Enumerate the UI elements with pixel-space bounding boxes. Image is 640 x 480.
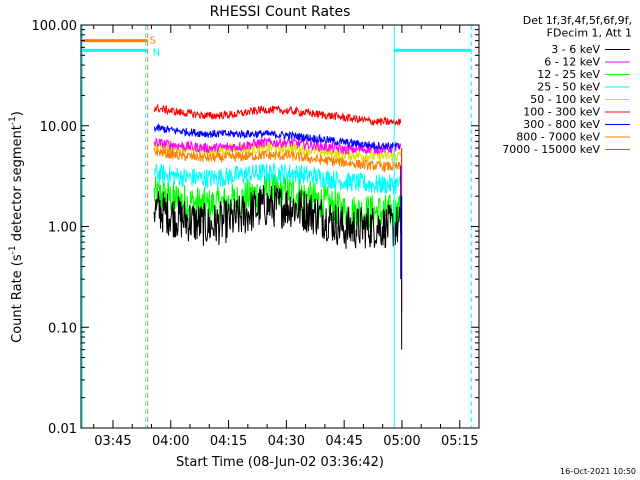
y-tick-label: 100.00 (32, 19, 78, 34)
series-line (153, 103, 402, 126)
x-tick-label: 04:45 (325, 434, 362, 449)
x-tick-label: 04:15 (210, 434, 247, 449)
legend: Det 1f,3f,4f,5f,6f,9f,FDecim 1, Att 1 3 -… (502, 14, 632, 156)
x-axis-label: Start Time (08-Jun-02 03:36:42) (176, 455, 384, 470)
x-tick-label: 04:30 (268, 434, 305, 449)
attenuator-flag-label: S (150, 36, 156, 47)
footer-timestamp: 16-Oct-2021 10:50 (560, 467, 636, 476)
legend-entry-label: 7000 - 15000 keV (502, 143, 600, 156)
series-line (153, 147, 402, 174)
legend-entry-label: 3 - 6 keV (551, 43, 600, 56)
legend-entry-label: 800 - 7000 keV (516, 131, 600, 144)
y-axis-label: Count Rate (s-1 detector segment-1) (8, 111, 25, 343)
chart-title: RHESSI Count Rates (210, 4, 351, 20)
legend-entry-label: 6 - 12 keV (544, 56, 600, 69)
series-line (153, 136, 402, 155)
legend-entry-label: 100 - 300 keV (523, 106, 600, 119)
y-tick-label: 10.00 (40, 120, 77, 135)
x-tick-label: 05:15 (441, 434, 478, 449)
series-line (153, 185, 402, 249)
legend-entry-label: 12 - 25 keV (537, 68, 600, 81)
x-tick-label: 03:45 (94, 434, 131, 449)
legend-entry-label: 50 - 100 keV (530, 93, 600, 106)
series-line (153, 163, 402, 195)
y-tick-label: 0.01 (48, 422, 77, 437)
legend-entry-label: 300 - 800 keV (523, 118, 600, 131)
legend-entry-label: 25 - 50 keV (537, 81, 600, 94)
x-tick-label: 05:00 (383, 434, 420, 449)
series-line (153, 174, 402, 230)
night-flag-label: N (153, 47, 160, 58)
x-tick-label: 04:00 (152, 434, 189, 449)
y-tick-label: 0.10 (48, 321, 77, 336)
y-tick-label: 1.00 (48, 221, 77, 236)
legend-header-line: FDecim 1, Att 1 (547, 27, 632, 40)
legend-header-line: Det 1f,3f,4f,5f,6f,9f, (523, 14, 632, 27)
series-line (153, 123, 401, 151)
